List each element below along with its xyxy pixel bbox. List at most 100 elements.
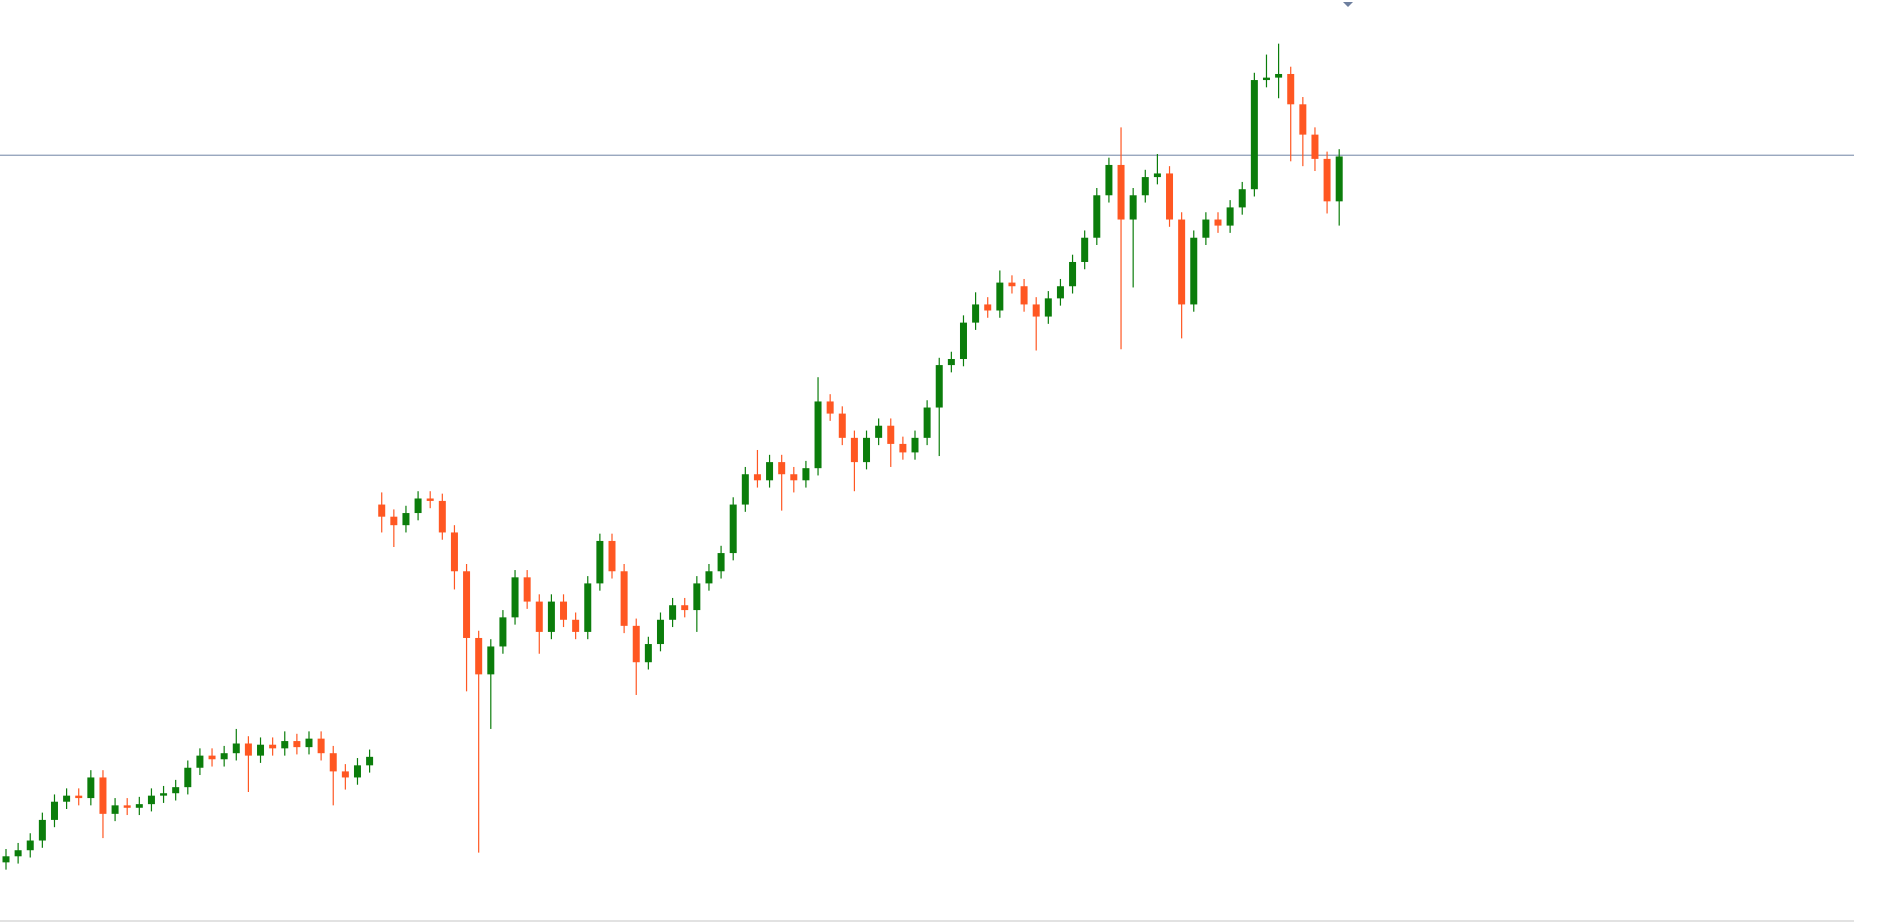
candle-body [596, 540, 604, 584]
candle-body [196, 755, 204, 768]
candle-body [123, 805, 131, 808]
candle-body [135, 804, 143, 808]
candle-body [329, 753, 337, 772]
candle-body [220, 753, 228, 760]
candle-body [244, 743, 252, 756]
candle-body [1214, 219, 1222, 226]
candle-body [1117, 164, 1125, 220]
candle-body [560, 601, 568, 620]
candle-body [1250, 80, 1258, 190]
candle-body [729, 504, 737, 554]
candle-body [1178, 219, 1186, 305]
candle-body [899, 443, 907, 453]
candle-body [147, 795, 155, 805]
candle-body [438, 500, 446, 533]
candle-body [475, 637, 483, 675]
candle-body [572, 619, 580, 632]
candle-body [523, 577, 531, 602]
candle-body [1262, 77, 1270, 81]
candle-body [1226, 207, 1234, 226]
candle-body [741, 474, 749, 505]
candle-body [790, 474, 798, 481]
candle-body [1032, 304, 1040, 317]
candle-body [463, 571, 471, 638]
candle-body [87, 777, 95, 799]
candle-body [232, 743, 240, 754]
candle-body [1238, 189, 1246, 208]
candle-body [499, 617, 507, 647]
candle-body [390, 516, 398, 526]
candle-body [644, 644, 652, 663]
candle-body [305, 738, 313, 748]
candle-body [875, 425, 883, 438]
candle-body [620, 571, 628, 626]
candle-body [656, 619, 664, 645]
candle-body [172, 787, 180, 794]
candle-body [378, 504, 386, 517]
candle-body [681, 605, 689, 611]
candle-body [38, 819, 46, 841]
candle-body [1141, 177, 1149, 196]
candle-body [14, 850, 22, 857]
candle-body [426, 498, 434, 501]
candle-body [753, 474, 761, 481]
candle-body [353, 765, 361, 778]
candle-body [863, 437, 871, 463]
candle-body [63, 795, 71, 802]
candle-body [1275, 73, 1283, 78]
candle-body [269, 744, 277, 749]
candle-body [99, 777, 107, 814]
candle-body [814, 401, 822, 469]
candle-body [1105, 164, 1113, 196]
candle-body [1287, 73, 1295, 105]
candle-body [826, 401, 834, 414]
candle-body [693, 583, 701, 611]
candle-body [317, 738, 325, 754]
candle-body [705, 571, 713, 584]
candle-body [911, 437, 919, 453]
candle-body [111, 805, 119, 814]
candle-body [535, 601, 543, 632]
candle-body [1153, 173, 1161, 178]
candle-body [26, 840, 34, 851]
candle-body [1081, 237, 1089, 262]
candle-body [923, 407, 931, 438]
candle-body [1056, 286, 1064, 299]
candle-body [972, 304, 980, 323]
candle-body [984, 304, 992, 311]
candle-body [632, 625, 640, 663]
candle-body [487, 646, 495, 675]
candle-body [1008, 282, 1016, 287]
candle-body [1311, 134, 1319, 159]
candle-body [947, 359, 955, 366]
candle-body [402, 513, 410, 526]
candle-body [450, 532, 458, 572]
candle-body [257, 744, 265, 756]
candle-body [414, 498, 422, 514]
candle-body [802, 468, 810, 481]
candle-body [838, 413, 846, 438]
scroll-marker [1343, 2, 1353, 7]
candle-body [160, 793, 168, 796]
candle-body [669, 605, 677, 620]
candle-body [1020, 286, 1028, 305]
candle-body [1093, 195, 1101, 238]
candle-body [75, 795, 83, 799]
candle-body [50, 801, 58, 820]
candle-body [959, 322, 967, 360]
candle-body [996, 282, 1004, 311]
candle-body [2, 856, 10, 863]
candle-body [1202, 219, 1210, 238]
candle-body [208, 755, 216, 760]
candle-body [717, 553, 725, 572]
candle-body [584, 583, 592, 632]
candle-body [293, 741, 301, 748]
candle-body [1166, 173, 1174, 220]
candle-body [850, 437, 858, 463]
candle-body [281, 741, 289, 749]
candle-body [1323, 158, 1331, 202]
candle-body [511, 577, 519, 618]
candle-body [1190, 237, 1198, 305]
candle-body [184, 767, 192, 788]
